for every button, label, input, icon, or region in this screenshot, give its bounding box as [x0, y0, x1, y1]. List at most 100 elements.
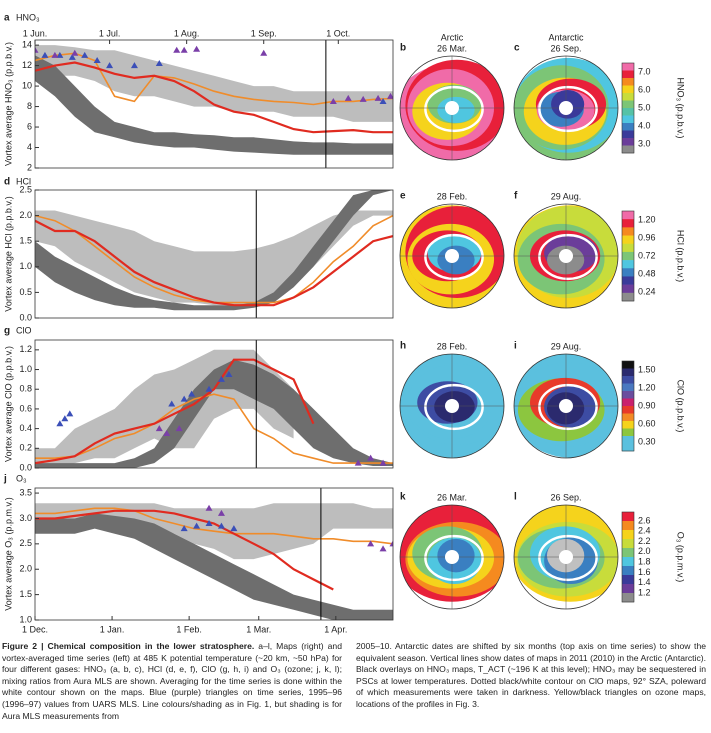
y-tick-label: 1.5 [19, 589, 32, 599]
x-tick-label: 1 Mar. [246, 624, 271, 634]
map-letter: f [514, 191, 518, 202]
triangle-marker [225, 370, 233, 377]
colorbar-cell [622, 100, 634, 109]
colorbar-cell [622, 566, 634, 576]
vortex-contour [424, 85, 484, 133]
panel-title: O₃ [16, 473, 27, 483]
triangle-marker [106, 62, 114, 69]
triangle-marker [68, 53, 76, 60]
colorbar-cell [622, 268, 634, 277]
triangle-marker [367, 454, 375, 461]
panel-title: HCl [16, 176, 31, 186]
y-tick-label: 2 [27, 162, 32, 172]
column-header: Arctic [441, 32, 464, 42]
map-letter: e [400, 191, 406, 202]
plot-area [35, 45, 393, 155]
colorbar-title: O₃ (p.p.m.v.) [676, 532, 686, 583]
y-tick-label: 0.2 [19, 443, 32, 453]
map-letter: l [514, 492, 517, 503]
colorbar-cell [622, 443, 634, 452]
panel-letter: g [4, 326, 10, 337]
y-tick-label: 1.5 [19, 236, 32, 246]
colorbar-cell [622, 78, 634, 86]
colorbar-cell [622, 548, 634, 558]
triangle-marker [217, 509, 225, 516]
colorbar-cell [622, 219, 634, 228]
colorbar-cell [622, 243, 634, 253]
x-tick-label: 1 Jan. [100, 624, 125, 634]
y-tick-label: 0.6 [19, 403, 32, 413]
x-tick-label: 1 Oct. [326, 28, 350, 38]
y-tick-label: 2.5 [19, 538, 32, 548]
vortex-contour [538, 534, 598, 582]
y-tick-label: 0.8 [19, 384, 32, 394]
colorbar-cell [622, 123, 634, 131]
x-tick-label: 1 Aug. [174, 28, 200, 38]
vortex-contour [538, 383, 598, 431]
map-outline [513, 353, 619, 459]
colorbar-title: ClO (p.p.b.v.) [676, 380, 686, 433]
colorbar-cell [622, 292, 634, 302]
colorbar-cell [622, 575, 634, 585]
y-tick-label: 0.5 [19, 287, 32, 297]
colorbar-label: 1.50 [638, 364, 656, 374]
map [400, 56, 504, 160]
plot-frame [34, 339, 394, 469]
colorbar-label: 0.48 [638, 268, 656, 278]
band [35, 359, 393, 468]
map [514, 204, 618, 308]
triangle-marker [180, 525, 188, 532]
pole-hole [559, 249, 573, 263]
y-tick-label: 4 [27, 142, 32, 152]
band [35, 210, 393, 308]
vortex-contour [424, 383, 484, 431]
pole-hole [445, 550, 459, 564]
triangle-marker [56, 51, 64, 58]
y-tick-label: 1.0 [19, 261, 32, 271]
y-tick-label: 2.0 [19, 564, 32, 574]
colorbar-label: 7.0 [638, 66, 651, 76]
triangle-marker [163, 430, 171, 437]
triangle-marker [205, 504, 213, 511]
triangle-marker [93, 56, 101, 63]
y-tick-label: 10 [22, 80, 32, 90]
colorbar-cell [622, 521, 634, 531]
triangle-marker [374, 94, 382, 101]
y-axis-label: Vortex average O₃ (p.p.m.v.) [3, 497, 13, 611]
colorbar-cell [622, 413, 634, 422]
y-tick-label: 2.0 [19, 210, 32, 220]
map [400, 505, 504, 609]
panel-title: HNO₃ [16, 12, 40, 22]
colorbar-cell [622, 376, 634, 384]
colorbar-cell [622, 260, 634, 269]
map-outline [513, 504, 619, 610]
caption-heading: Figure 2 | Chemical composition in the l… [2, 641, 255, 651]
triangle-marker [260, 49, 268, 56]
y-tick-label: 0.0 [19, 462, 32, 472]
triangle-marker [367, 540, 375, 547]
panel-letter: j [3, 474, 7, 485]
colorbar-frame [621, 360, 635, 452]
pole-hole [559, 399, 573, 413]
series-line [35, 61, 393, 134]
pole-hole [559, 550, 573, 564]
colorbar-cell [622, 584, 634, 594]
colorbar-cell [622, 593, 634, 603]
colorbar-label: 2.2 [638, 536, 651, 546]
colorbar-label: 5.0 [638, 102, 651, 112]
colorbar-cell [622, 145, 634, 154]
triangle-marker [389, 540, 393, 547]
map-date: 28 Feb. [437, 341, 468, 351]
caption-left: Figure 2 | Chemical composition in the l… [2, 641, 342, 722]
y-tick-label: 8 [27, 101, 32, 111]
triangle-marker [41, 51, 49, 58]
column-header: Antarctic [548, 32, 584, 42]
triangle-marker [155, 425, 163, 432]
triangle-marker [193, 45, 201, 52]
band [35, 513, 393, 620]
map [514, 354, 618, 458]
triangle-marker [35, 46, 39, 53]
triangle-marker [61, 415, 69, 422]
y-tick-label: 3.0 [19, 513, 32, 523]
plot-frame [34, 487, 394, 621]
